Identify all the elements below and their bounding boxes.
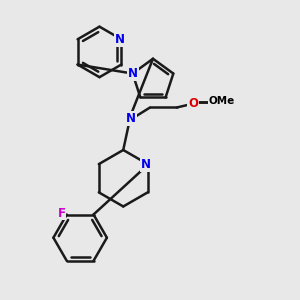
Text: N: N xyxy=(126,112,136,125)
Text: F: F xyxy=(57,206,65,220)
Text: O: O xyxy=(188,97,198,110)
Text: N: N xyxy=(115,33,125,46)
Text: N: N xyxy=(128,67,138,80)
Text: N: N xyxy=(141,158,151,171)
Text: OMe: OMe xyxy=(209,96,235,106)
